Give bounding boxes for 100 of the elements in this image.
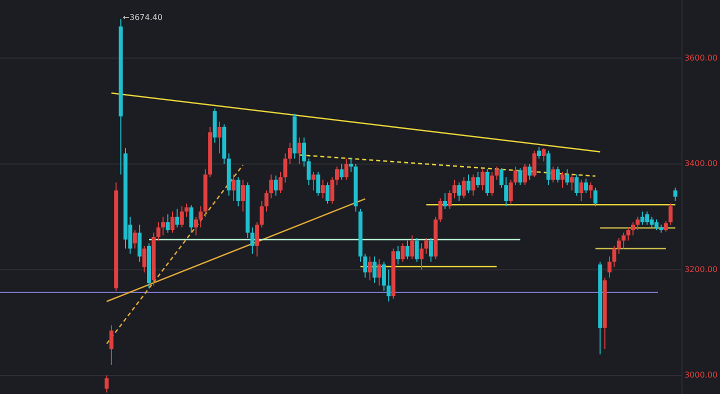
candlestick — [334, 166, 339, 186]
candlestick — [109, 324, 114, 366]
candlestick — [232, 174, 236, 202]
candlestick — [476, 171, 480, 188]
candlestick — [189, 204, 194, 234]
candlestick — [556, 166, 560, 183]
candlestick — [311, 171, 316, 191]
candlestick — [636, 216, 640, 231]
candlestick — [344, 158, 348, 180]
candlestick — [326, 182, 330, 204]
candlestick — [443, 192, 448, 210]
candlestick — [156, 222, 160, 242]
y-tick-label: 3200.00 — [684, 264, 718, 274]
candlestick — [198, 206, 203, 228]
candlestick — [194, 216, 198, 236]
candlestick — [349, 157, 354, 172]
candlestick — [612, 245, 616, 268]
candlestick — [508, 179, 513, 204]
candlestick — [180, 206, 184, 228]
candlestick — [518, 168, 522, 186]
candlestick — [522, 163, 527, 186]
candlestick — [514, 166, 518, 186]
candlestick — [306, 158, 311, 186]
candlestick — [584, 178, 588, 194]
candlestick — [410, 234, 414, 260]
candlestick — [104, 374, 109, 393]
candlestick — [528, 163, 532, 180]
candlestick — [405, 240, 410, 260]
candlestick — [250, 226, 254, 254]
candlestick — [255, 222, 260, 257]
candlestick — [363, 253, 368, 278]
candlestick — [570, 174, 574, 191]
candlestick — [142, 245, 146, 273]
candlestick — [260, 200, 264, 228]
candlestick — [396, 245, 400, 265]
candlestick — [579, 179, 584, 202]
candlestick — [424, 237, 428, 254]
candlestick — [626, 226, 630, 242]
candlestick — [274, 175, 278, 196]
y-tick-label: 3400.00 — [684, 159, 718, 168]
candlestick — [668, 203, 673, 226]
candlestick — [532, 150, 536, 178]
candlestick — [330, 176, 334, 204]
candlestick — [462, 176, 466, 199]
candlestick — [340, 163, 344, 180]
candlestick — [269, 174, 274, 199]
candlestick — [673, 187, 678, 202]
candlestick — [490, 171, 494, 196]
candlestick — [593, 187, 598, 207]
candlestick — [278, 171, 283, 194]
candlestick — [574, 174, 579, 196]
candlestick — [240, 179, 245, 212]
candlestick — [485, 168, 490, 196]
candlestick — [504, 176, 508, 207]
candlestick — [297, 137, 302, 164]
candlestick — [480, 168, 485, 191]
candlestick — [420, 242, 424, 270]
candlestick — [166, 214, 170, 234]
candlestick — [184, 203, 189, 218]
candlestick — [471, 174, 476, 196]
candlestick — [264, 190, 268, 212]
candlestick — [551, 166, 556, 183]
candlestick — [170, 211, 174, 234]
candlestick — [608, 256, 612, 278]
candlestick — [386, 269, 391, 302]
candlestick — [320, 179, 325, 199]
candlestick — [217, 121, 222, 154]
y-tick-label: 3000.00 — [684, 370, 718, 380]
candlestick — [457, 182, 462, 202]
candlestick — [428, 237, 433, 262]
candlestick — [542, 148, 546, 162]
candlestick — [631, 222, 636, 236]
annotation: ←3674.40 — [122, 13, 163, 22]
candlestick — [288, 142, 292, 164]
candlestick — [302, 137, 306, 168]
y-tick-label: 3600.00 — [684, 53, 718, 62]
candlestick — [466, 174, 471, 194]
candlestick — [175, 208, 180, 228]
candlestick — [448, 190, 452, 210]
candlestick — [372, 256, 377, 284]
candlestick — [138, 224, 142, 262]
candlestick — [132, 230, 137, 250]
candlestick — [283, 152, 288, 183]
candlestick — [161, 216, 166, 236]
candlestick — [438, 198, 442, 223]
candlestick — [452, 179, 456, 199]
candlestick — [382, 261, 386, 292]
candlestick — [368, 256, 372, 281]
candlestick — [588, 182, 593, 199]
candlestick — [537, 146, 542, 160]
candlestick — [565, 168, 570, 186]
candlestick — [622, 232, 626, 250]
candlestick — [316, 171, 320, 196]
candlestick — [494, 166, 499, 180]
candlestick — [414, 237, 419, 262]
candlestick — [616, 237, 621, 254]
candlestick — [236, 176, 240, 207]
candlestick — [499, 168, 504, 188]
candlestick — [664, 220, 668, 232]
candlestick — [560, 171, 565, 188]
